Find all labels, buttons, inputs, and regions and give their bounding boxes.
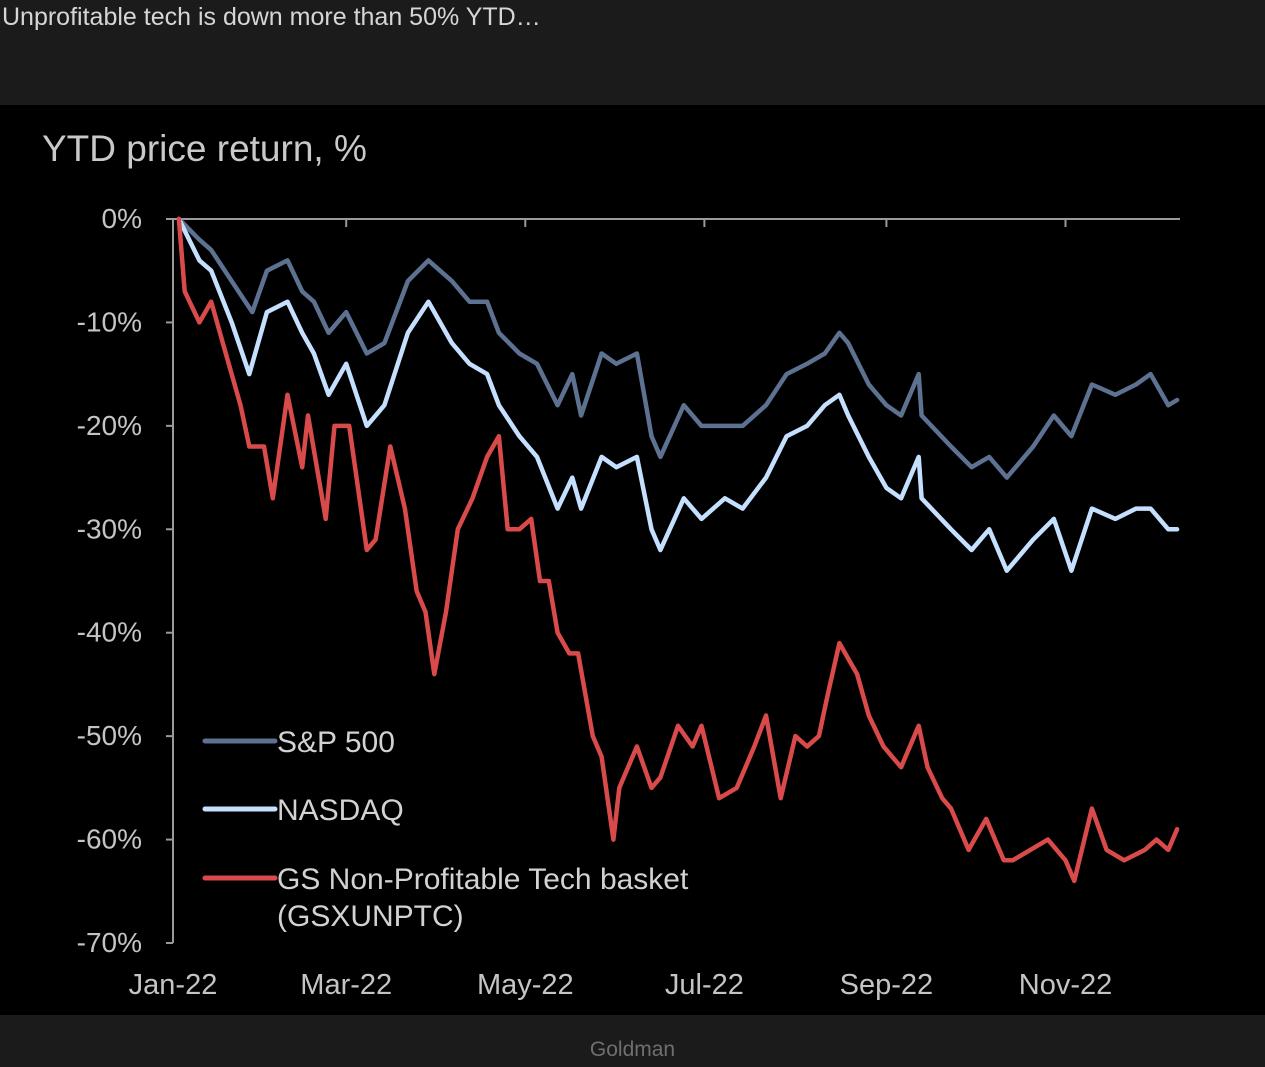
legend-label: S&P 500 — [277, 726, 395, 759]
axes: 0% -10% -20% -30% -40% -50% -60% -70% Jan-22 Mar-… — [77, 203, 1180, 1001]
y-tick-label: -60% — [77, 824, 142, 855]
x-tick-label: Mar-22 — [300, 969, 392, 1001]
legend-label: GS Non-Profitable Tech basket (GSXUNPTC) — [277, 863, 689, 933]
x-tick-label: Sep-22 — [840, 969, 934, 1001]
y-tick-label: -10% — [77, 306, 142, 337]
series-line-sp500 — [176, 216, 1180, 480]
legend-label: NASDAQ — [277, 794, 404, 827]
y-tick-label: -70% — [77, 927, 142, 958]
line-chart: YTD price return, % 0% -10% -20% -30% -40% -5… — [42, 128, 1180, 1001]
x-tick-label: Nov-22 — [1019, 969, 1113, 1001]
chart-panel: YTD price return, % 0% -10% -20% -30% -40% -5… — [0, 105, 1265, 1015]
y-tick-label: -30% — [77, 513, 142, 544]
x-tick-label: Jul-22 — [665, 969, 744, 1001]
x-tick-label: May-22 — [477, 969, 574, 1001]
series-line-gs-unprofitable-tech — [176, 216, 1180, 884]
series-line-nasdaq — [176, 216, 1180, 573]
source-caption: Goldman — [589, 1038, 676, 1061]
series-lines — [176, 216, 1180, 884]
chart-title: YTD price return, % — [42, 128, 367, 169]
y-tick-label: 0% — [102, 203, 142, 234]
y-tick-label: -40% — [77, 617, 142, 648]
headline: Unprofitable tech is down more than 50% … — [2, 3, 541, 31]
legend: S&P 500 NASDAQ GS Non-Profitable Tech bask… — [202, 726, 689, 933]
y-tick-label: -50% — [77, 720, 142, 751]
x-tick-label: Jan-22 — [129, 969, 218, 1001]
y-tick-label: -20% — [77, 410, 142, 441]
